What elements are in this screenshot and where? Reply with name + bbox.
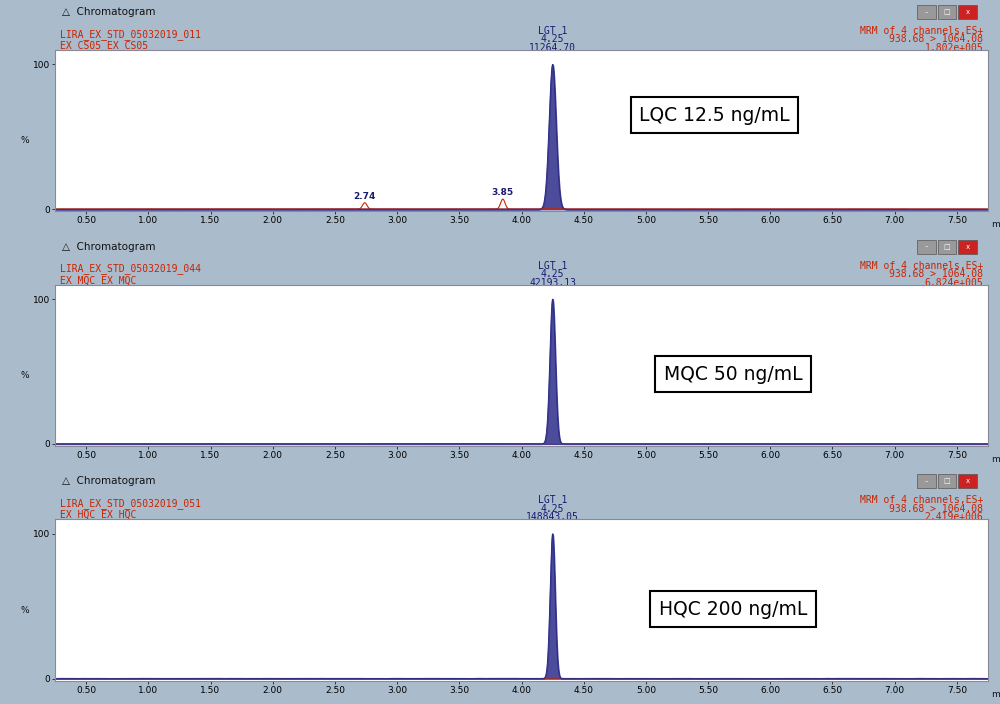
Text: 42193.13: 42193.13 — [529, 277, 576, 288]
Text: 2.74: 2.74 — [354, 191, 376, 201]
Text: 4.25: 4.25 — [541, 504, 564, 514]
Text: –: – — [925, 478, 928, 484]
Text: EX_MQC EX_MQC: EX_MQC EX_MQC — [60, 275, 136, 286]
Text: LGT 1: LGT 1 — [538, 26, 567, 36]
Text: 4.25: 4.25 — [541, 34, 564, 44]
Text: %: % — [20, 371, 29, 380]
Text: LGT 1: LGT 1 — [538, 496, 567, 505]
FancyBboxPatch shape — [958, 5, 977, 19]
Text: △  Chromatogram: △ Chromatogram — [62, 241, 156, 251]
Text: 2.419e+006: 2.419e+006 — [925, 513, 983, 522]
Text: %: % — [20, 137, 29, 146]
Text: min: min — [991, 220, 1000, 230]
FancyBboxPatch shape — [938, 474, 956, 488]
FancyBboxPatch shape — [917, 5, 936, 19]
Text: %: % — [20, 606, 29, 615]
Text: 938.68 > 1064.08: 938.68 > 1064.08 — [889, 34, 983, 44]
Text: LIRA_EX_STD_05032019_011: LIRA_EX_STD_05032019_011 — [60, 29, 201, 39]
FancyBboxPatch shape — [958, 474, 977, 488]
Text: MQC 50 ng/mL: MQC 50 ng/mL — [664, 365, 802, 384]
Text: EX_HQC EX_HQC: EX_HQC EX_HQC — [60, 510, 136, 520]
Text: 3.85: 3.85 — [492, 188, 514, 197]
Text: 938.68 > 1064.08: 938.68 > 1064.08 — [889, 504, 983, 514]
Text: △  Chromatogram: △ Chromatogram — [62, 477, 156, 486]
Text: 1.802e+005: 1.802e+005 — [925, 43, 983, 53]
Text: □: □ — [944, 244, 950, 250]
Text: MRM of 4 channels,ES+: MRM of 4 channels,ES+ — [860, 496, 983, 505]
Text: LQC 12.5 ng/mL: LQC 12.5 ng/mL — [639, 106, 790, 125]
Text: –: – — [925, 9, 928, 15]
Text: MRM of 4 channels,ES+: MRM of 4 channels,ES+ — [860, 260, 983, 271]
Text: □: □ — [944, 478, 950, 484]
FancyBboxPatch shape — [938, 5, 956, 19]
FancyBboxPatch shape — [917, 240, 936, 253]
Text: 938.68 > 1064.08: 938.68 > 1064.08 — [889, 269, 983, 279]
Text: △  Chromatogram: △ Chromatogram — [62, 7, 156, 17]
Text: EX_CS05 EX_CS05: EX_CS05 EX_CS05 — [60, 40, 148, 51]
FancyBboxPatch shape — [938, 240, 956, 253]
Text: LGT 1: LGT 1 — [538, 260, 567, 271]
Text: HQC 200 ng/mL: HQC 200 ng/mL — [659, 600, 807, 619]
FancyBboxPatch shape — [917, 474, 936, 488]
Text: min: min — [991, 455, 1000, 464]
Text: min: min — [991, 690, 1000, 698]
Text: x: x — [965, 478, 970, 484]
Text: LIRA_EX_STD_05032019_051: LIRA_EX_STD_05032019_051 — [60, 498, 201, 509]
Text: x: x — [965, 9, 970, 15]
Text: 4.25: 4.25 — [541, 269, 564, 279]
Text: □: □ — [944, 9, 950, 15]
Text: LIRA_EX_STD_05032019_044: LIRA_EX_STD_05032019_044 — [60, 263, 201, 275]
Text: x: x — [965, 244, 970, 250]
Text: 11264.70: 11264.70 — [529, 43, 576, 53]
Text: 148843.05: 148843.05 — [526, 513, 579, 522]
Text: –: – — [925, 244, 928, 250]
Text: 6.824e+005: 6.824e+005 — [925, 277, 983, 288]
FancyBboxPatch shape — [958, 240, 977, 253]
Text: MRM of 4 channels,ES+: MRM of 4 channels,ES+ — [860, 26, 983, 36]
